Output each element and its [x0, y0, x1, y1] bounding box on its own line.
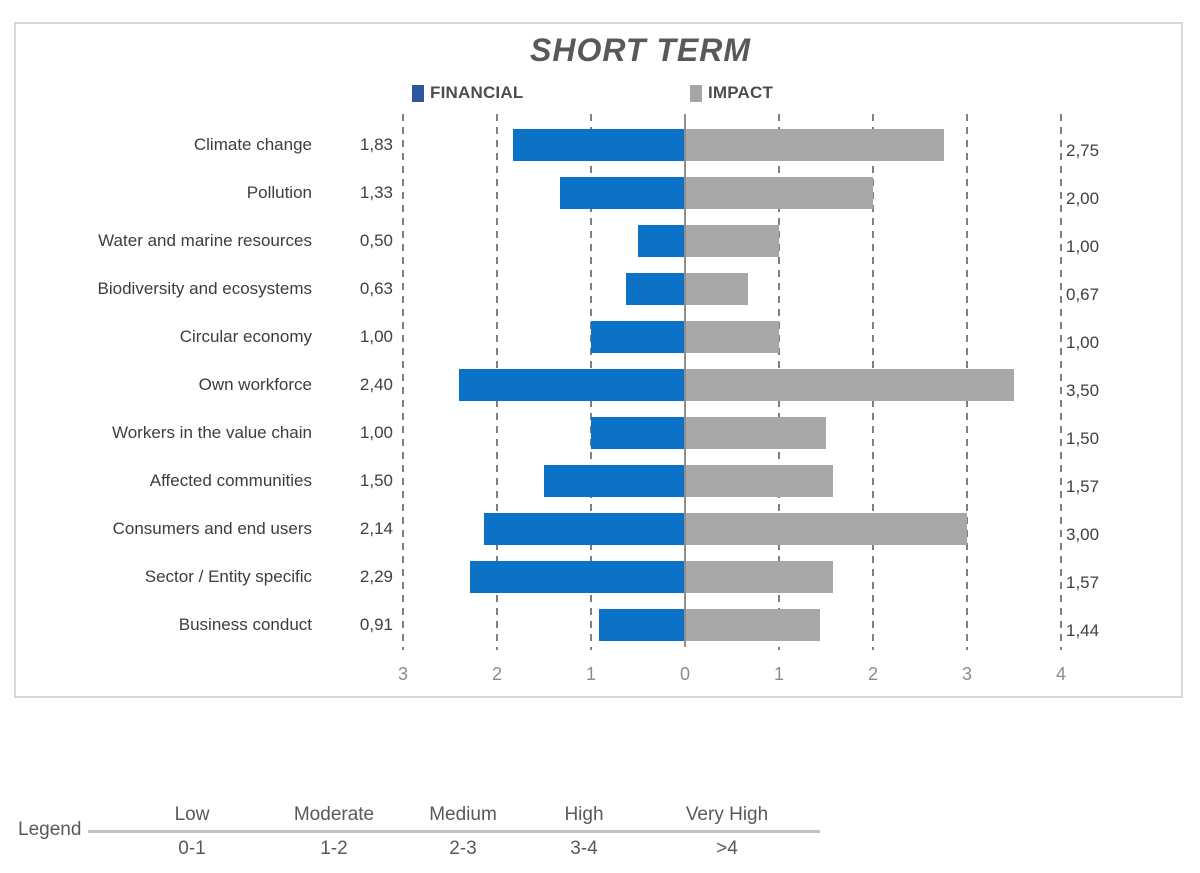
- legend-item-impact: IMPACT: [690, 82, 773, 104]
- impact-bar: [685, 417, 826, 449]
- bottom-legend-divider: [88, 830, 820, 833]
- financial-bar: [625, 273, 685, 305]
- gridline-3-left: [402, 114, 404, 650]
- x-axis-tick-label: 2: [867, 664, 878, 684]
- impact-value-label: 2,00: [1066, 189, 1100, 208]
- plot-area: [393, 114, 1072, 650]
- impact-value-label: 0,67: [1066, 285, 1100, 304]
- x-axis-tick-label: 3: [397, 664, 408, 684]
- legend-col-high-name: High: [564, 804, 604, 825]
- x-axis-tick-label: 3: [961, 664, 972, 684]
- zero-axis-line: [684, 114, 686, 647]
- impact-value-label: 1,00: [1066, 333, 1100, 352]
- legend-col-moderate-name: Moderate: [293, 804, 375, 825]
- impact-value-label: 1,57: [1066, 477, 1100, 496]
- financial-bar: [591, 417, 685, 449]
- legend-col-moderate-range: 1-2: [320, 838, 348, 859]
- financial-bar: [483, 513, 685, 545]
- financial-bar: [544, 465, 685, 497]
- financial-value-label: 2,14: [359, 519, 393, 538]
- legend-col-medium-name: Medium: [429, 804, 497, 825]
- legend-col-medium-range: 2-3: [449, 838, 477, 859]
- impact-bar: [685, 321, 779, 353]
- category-label: Affected communities: [149, 471, 312, 490]
- financial-bar: [512, 129, 685, 161]
- x-axis-tick-label: 1: [585, 664, 596, 684]
- category-label: Biodiversity and ecosystems: [97, 279, 312, 298]
- legend-item-financial-label: FINANCIAL: [430, 83, 524, 102]
- financial-value-label: 0,63: [359, 279, 393, 298]
- legend-col-high-range: 3-4: [570, 838, 598, 859]
- impact-value-label: 3,00: [1066, 525, 1100, 544]
- legend-item-financial: FINANCIAL: [412, 82, 523, 104]
- impact-bar: [685, 513, 967, 545]
- category-label: Workers in the value chain: [111, 423, 312, 442]
- financial-swatch-icon: [412, 84, 424, 102]
- financial-bar: [599, 609, 685, 641]
- category-label: Pollution: [246, 183, 312, 202]
- legend-col-low-range: 0-1: [178, 838, 206, 859]
- financial-value-label: 2,29: [359, 567, 393, 586]
- impact-value-label: 3,50: [1066, 381, 1100, 400]
- category-label: Water and marine resources: [98, 231, 312, 250]
- financial-value-label: 1,83: [359, 135, 393, 154]
- financial-value-label: 1,00: [359, 327, 393, 346]
- financial-value-label: 1,50: [359, 471, 393, 490]
- category-label: Circular economy: [179, 327, 312, 346]
- impact-bar: [685, 609, 821, 641]
- chart-title: SHORT TERM: [530, 32, 751, 68]
- financial-bar: [459, 369, 685, 401]
- legend-item-impact-label: IMPACT: [708, 83, 774, 102]
- bottom-legend-title: Legend: [18, 819, 82, 840]
- financial-bar: [591, 321, 685, 353]
- legend-col-veryhigh-range: >4: [716, 838, 738, 859]
- impact-bar: [685, 273, 748, 305]
- category-label: Climate change: [193, 135, 312, 154]
- category-label: Own workforce: [198, 375, 312, 394]
- financial-value-label: 0,91: [359, 615, 393, 634]
- impact-value-label: 1,44: [1066, 621, 1100, 640]
- financial-value-label: 2,40: [359, 375, 393, 394]
- impact-bar: [685, 177, 873, 209]
- category-label: Sector / Entity specific: [144, 567, 312, 586]
- impact-value-label: 1,50: [1066, 429, 1100, 448]
- legend-col-veryhigh-name: Very High: [685, 804, 769, 825]
- impact-value-label: 1,00: [1066, 237, 1100, 256]
- impact-value-label: 1,57: [1066, 573, 1100, 592]
- x-axis-tick-label: 4: [1055, 664, 1066, 684]
- financial-value-label: 1,00: [359, 423, 393, 442]
- impact-swatch-icon: [690, 84, 702, 102]
- impact-bar: [685, 129, 944, 161]
- category-label: Business conduct: [178, 615, 312, 634]
- financial-value-label: 0,50: [359, 231, 393, 250]
- x-axis-tick-label: 0: [679, 664, 690, 684]
- impact-value-label: 2,75: [1066, 141, 1100, 160]
- gridline-4-right: [1060, 114, 1062, 650]
- financial-bar: [638, 225, 685, 257]
- impact-bar: [685, 369, 1014, 401]
- category-label: Consumers and end users: [112, 519, 312, 538]
- impact-bar: [685, 465, 833, 497]
- impact-bar: [685, 225, 779, 257]
- financial-value-label: 1,33: [359, 183, 393, 202]
- financial-bar: [469, 561, 685, 593]
- legend-col-low-name: Low: [174, 804, 210, 825]
- x-axis-tick-label: 1: [773, 664, 784, 684]
- impact-bar: [685, 561, 833, 593]
- x-axis-tick-label: 2: [491, 664, 502, 684]
- financial-bar: [559, 177, 685, 209]
- chart-container: SHORT TERM FINANCIAL IMPACT 3 2 1 0 1 2 3 4 Clim…: [14, 22, 1183, 698]
